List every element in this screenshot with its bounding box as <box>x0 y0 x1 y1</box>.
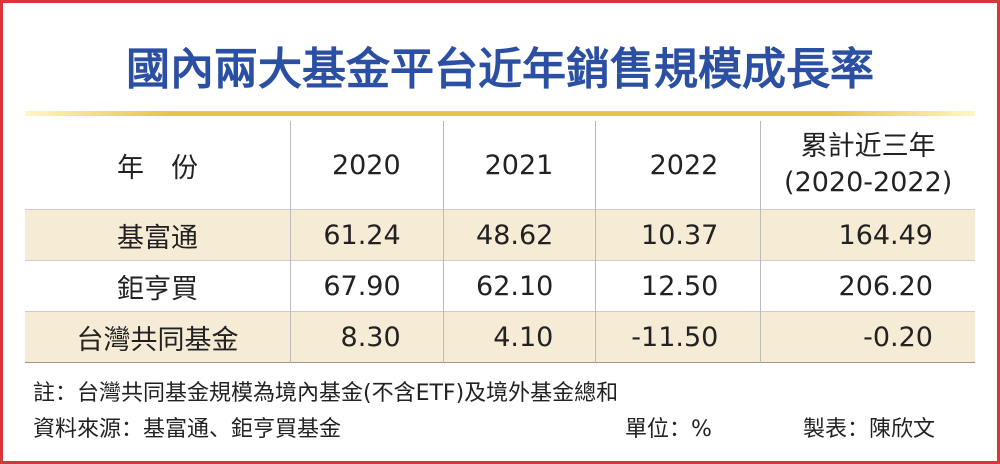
header-cell: 2021 <box>442 121 596 210</box>
cell: 10.37 <box>595 209 761 261</box>
title: 國內兩大基金平台近年銷售規模成長率 <box>126 44 874 95</box>
header-cell: 年 份 <box>117 152 198 184</box>
divider <box>25 111 975 116</box>
cell: 62.10 <box>442 260 596 312</box>
table-row: 鉅亨買 67.90 62.10 12.50 206.20 <box>25 260 975 312</box>
cell: -11.50 <box>595 311 761 363</box>
cell: 12.50 <box>595 260 761 312</box>
row-label: 鉅亨買 <box>117 273 198 305</box>
cell: 48.62 <box>442 209 596 261</box>
cell: 206.20 <box>760 260 975 312</box>
row-label: 基富通 <box>117 222 198 254</box>
cell: 8.30 <box>290 311 444 363</box>
cell: 61.24 <box>290 209 444 261</box>
header-line: (2020-2022) <box>784 167 953 198</box>
header-row: 年 份 2020 2021 2022 累計近三年 (2020-2022) <box>25 121 975 210</box>
cell: 4.10 <box>442 311 596 363</box>
header-line: 累計近三年 <box>800 131 936 162</box>
cell: -0.20 <box>760 311 975 363</box>
author: 製表：陳欣文 <box>803 417 936 442</box>
header-cell: 2020 <box>290 121 444 210</box>
header-cell: 2022 <box>595 121 761 210</box>
cell: 164.49 <box>760 209 975 261</box>
header-cell: 累計近三年 (2020-2022) <box>760 121 975 210</box>
unit: 單位：% <box>625 417 712 442</box>
table: 年 份 2020 2021 2022 累計近三年 (2020-2022) 基富通 6… <box>25 121 975 363</box>
table-row: 台灣共同基金 8.30 4.10 -11.50 -0.20 <box>25 311 975 363</box>
source: 資料來源：基富通、鉅亨買基金 <box>33 417 342 442</box>
cell: 67.90 <box>290 260 444 312</box>
note: 註：台灣共同基金規模為境內基金(不含ETF)及境外基金總和 <box>33 381 619 406</box>
table-row: 基富通 61.24 48.62 10.37 164.49 <box>25 209 975 261</box>
row-label: 台灣共同基金 <box>76 324 239 356</box>
